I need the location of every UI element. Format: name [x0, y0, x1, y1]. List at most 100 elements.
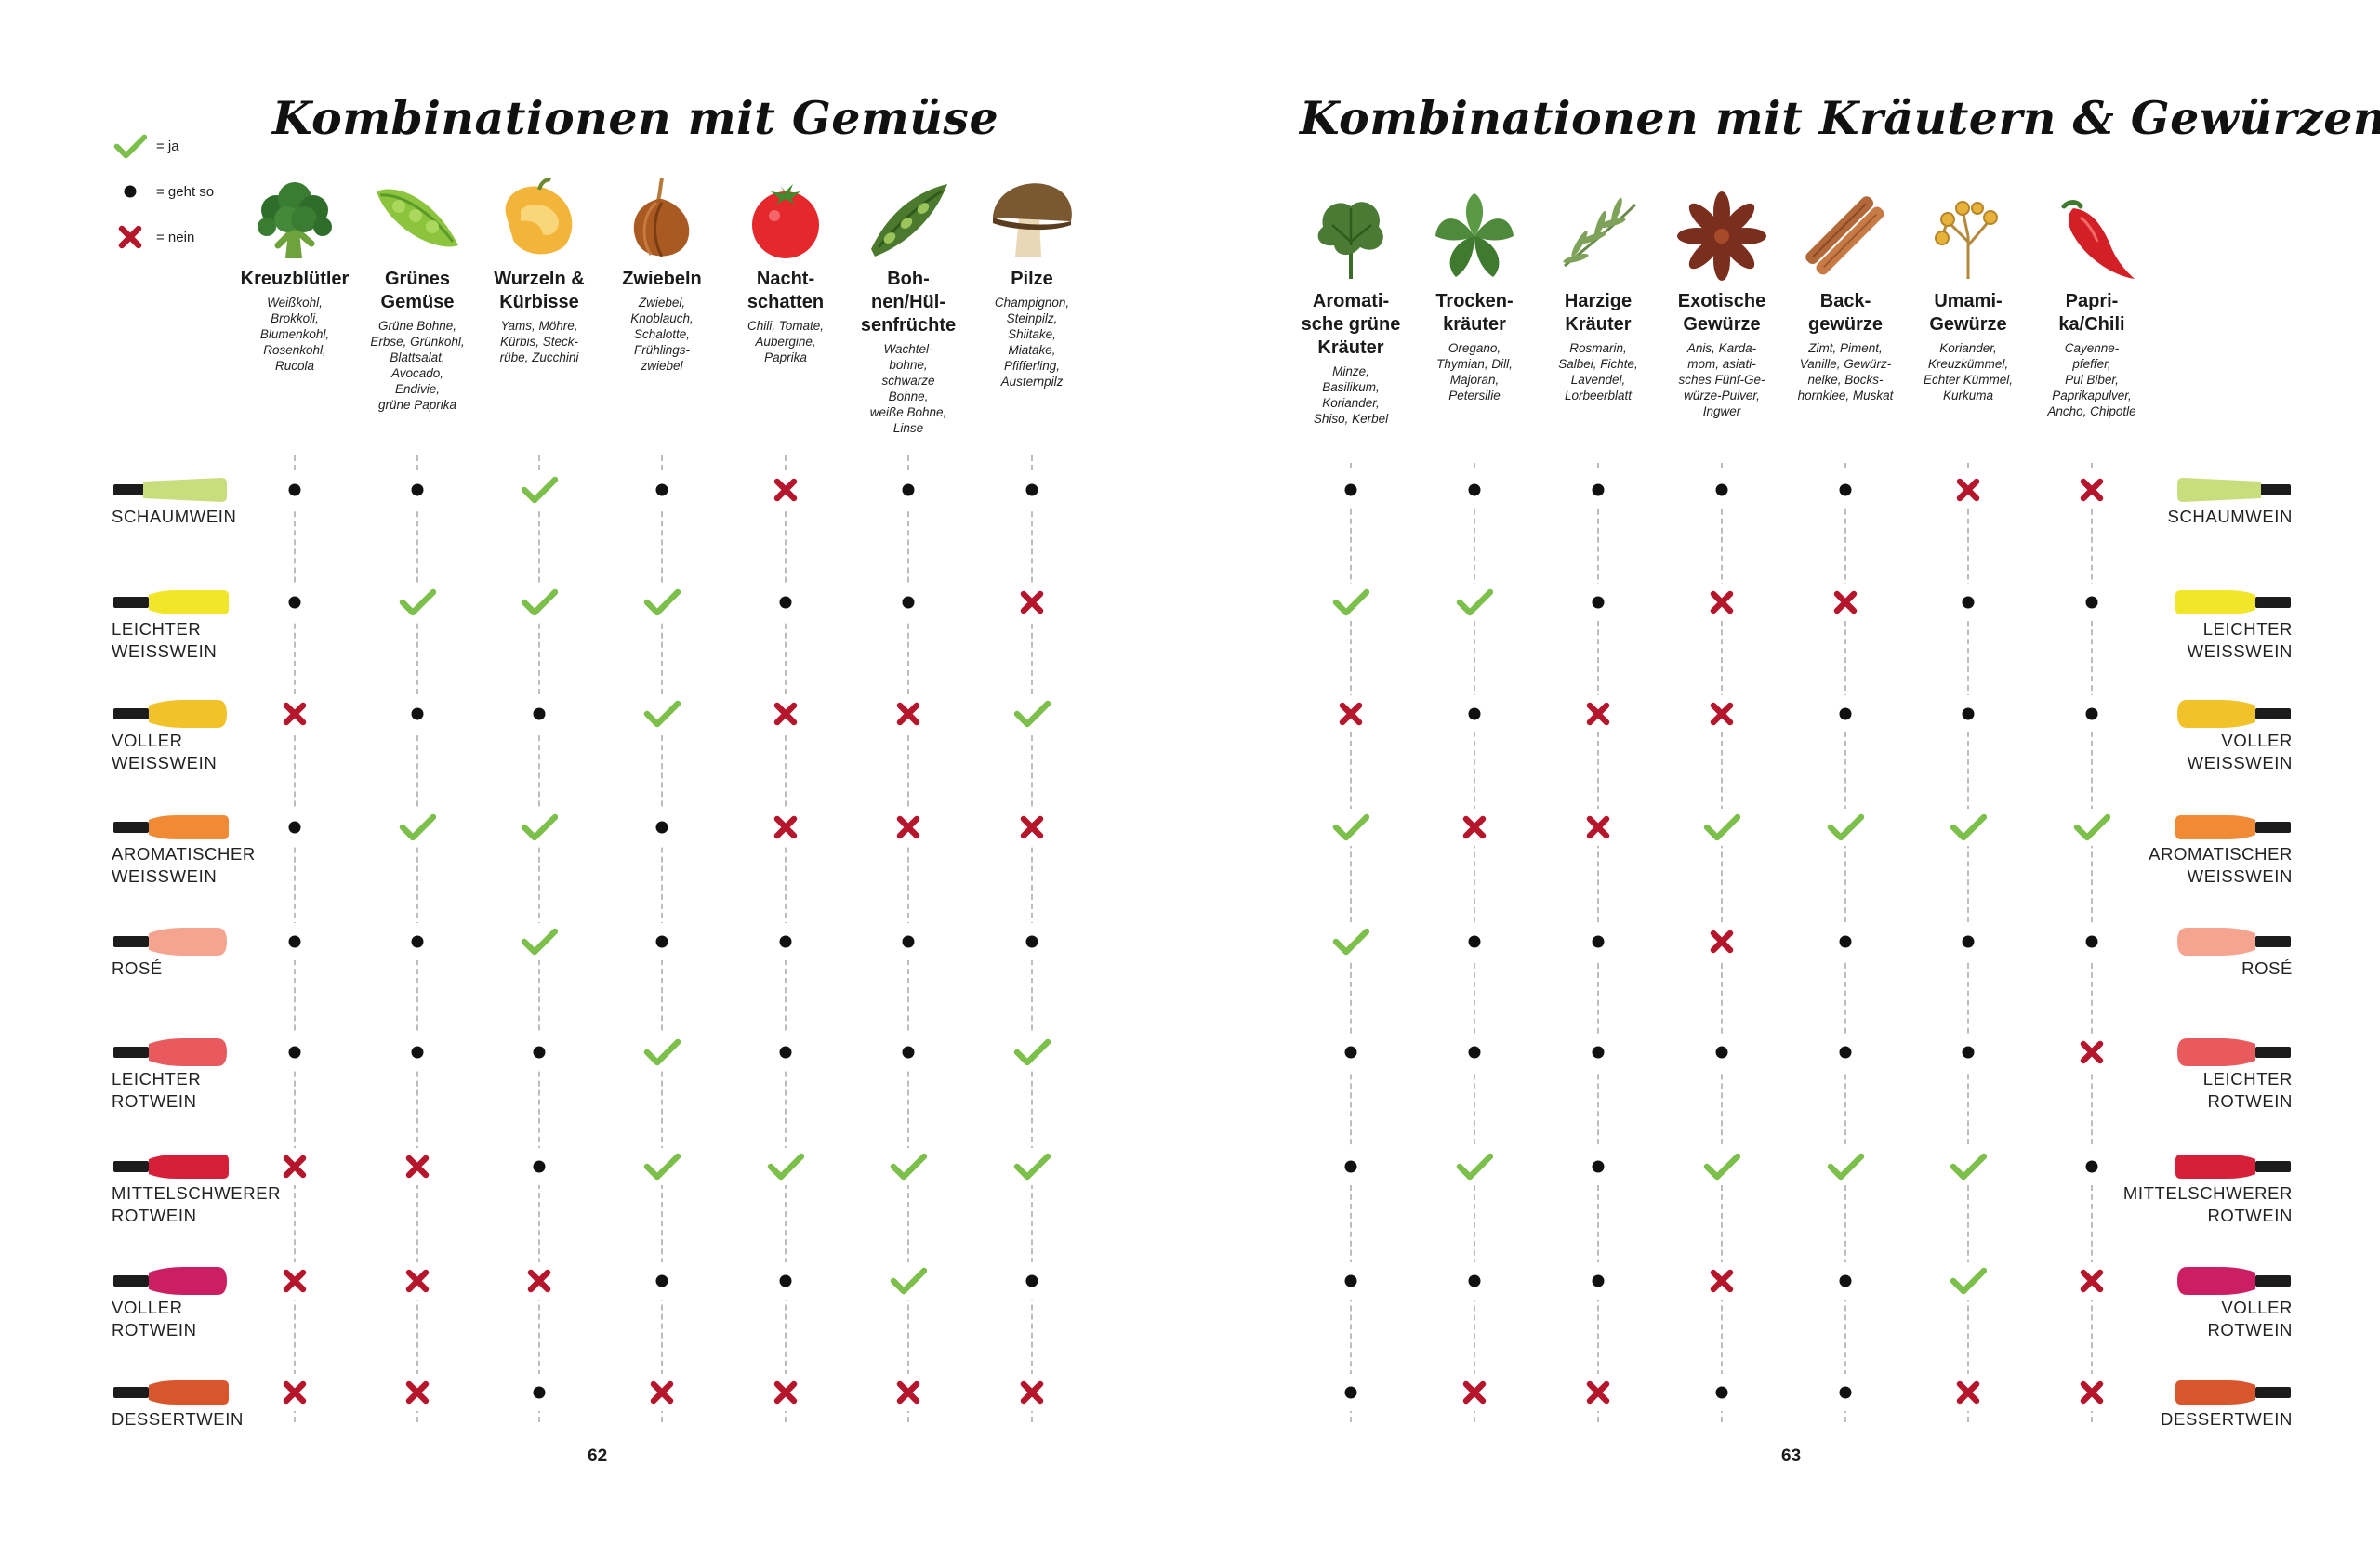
column-name: Grünes Gemüse: [380, 269, 455, 312]
right-rating-dot-icon: [2070, 1148, 2113, 1185]
column-name: Nacht- schatten: [747, 269, 825, 312]
column-description: Weißkohl, Brokkoli, Blumenkohl, Rosenkoh…: [259, 296, 330, 373]
right-rating-dot-icon: [1824, 695, 1867, 732]
left-rating-check-icon: [764, 1148, 807, 1185]
wine-bottle-icon: [2069, 926, 2293, 957]
left-rating-cross-icon: [396, 1262, 439, 1300]
left-rating-check-icon: [396, 809, 439, 846]
left-rating-dot-icon: [764, 1034, 807, 1071]
right-rating-dot-icon: [1453, 695, 1496, 732]
column-description: Koriander, Kreuzkümmel, Echter Kümmel, K…: [1923, 341, 2014, 402]
wine-label: MITTELSCHWERER ROTWEIN: [2122, 1183, 2293, 1225]
wine-bottle-icon: [2069, 1036, 2293, 1068]
cinnamon-icon: [1799, 190, 1892, 283]
wine-label: VOLLER ROTWEIN: [112, 1298, 197, 1339]
right-rating-dot-icon: [1947, 695, 1990, 732]
left-rating-dot-icon: [1011, 1262, 1053, 1300]
right-rating-dot-icon: [1329, 1374, 1372, 1411]
right-column-header-0: Aromati- sche grüne Kräuter Minze, Basili…: [1285, 190, 1417, 427]
right-rating-dot-icon: [1453, 923, 1496, 960]
right-rating-dot-icon: [1947, 923, 1990, 960]
legend-item-cross: = nein: [110, 223, 194, 251]
right-rating-check-icon: [1700, 1148, 1743, 1185]
oregano-leaf-icon: [1428, 190, 1521, 283]
left-column-header-6: Pilze Champignon, Steinpilz, Shiitake, Mi…: [966, 173, 1098, 389]
right-rating-cross-icon: [2070, 1374, 2113, 1411]
left-rating-cross-icon: [273, 1262, 316, 1300]
page-number-left: 62: [588, 1446, 608, 1466]
column-description: Wachtel- bohne, schwarze Bohne, weiße Bo…: [869, 342, 947, 435]
left-column-header-5: Boh- nen/Hül- senfrüchte Wachtel- bohne, …: [842, 173, 974, 436]
right-rating-cross-icon: [2070, 1034, 2113, 1071]
left-rating-dot-icon: [1011, 923, 1053, 960]
wine-bottle-icon: [112, 1036, 231, 1068]
left-rating-dot-icon: [887, 1034, 930, 1071]
column-name: Harzige Kräuter: [1564, 291, 1633, 335]
wine-bottle-icon: [112, 587, 231, 618]
right-rating-dot-icon: [1453, 471, 1496, 508]
column-description: Oregano, Thymian, Dill, Majoran, Petersi…: [1436, 341, 1513, 402]
right-rating-dot-icon: [1700, 1374, 1743, 1411]
right-rating-dot-icon: [2070, 695, 2113, 732]
left-rating-cross-icon: [273, 695, 316, 732]
right-rating-dot-icon: [2070, 923, 2113, 960]
chili-icon: [2045, 190, 2138, 283]
wine-bottle-icon: [2069, 698, 2293, 730]
right-rating-dot-icon: [1577, 471, 1620, 508]
column-description: Grüne Bohne, Erbse, Grünkohl, Blattsalat…: [370, 319, 465, 412]
left-rating-dot-icon: [273, 1034, 316, 1071]
legend-label: = ja: [156, 138, 179, 154]
left-rating-dot-icon: [396, 923, 439, 960]
right-column-header-3: Exotische Gewürze Anis, Karda- mom, asiat…: [1656, 190, 1788, 419]
wine-bottle-icon: [2069, 812, 2293, 843]
right-rating-cross-icon: [2070, 1262, 2113, 1300]
left-column-header-2: Wurzeln & Kürbisse Yams, Möhre, Kürbis, S…: [473, 173, 605, 365]
right-page: Kombinationen mit Kräutern & Gewürzen Ar…: [1190, 0, 2380, 1544]
wine-label: AROMATISCHER WEISSWEIN: [112, 844, 256, 886]
right-wine-1: LEICHTER WEISSWEIN: [2069, 587, 2293, 663]
left-rating-cross-icon: [764, 471, 807, 508]
left-wine-7: VOLLER ROTWEIN: [112, 1265, 231, 1341]
right-rating-dot-icon: [1577, 923, 1620, 960]
right-rating-check-icon: [1947, 1262, 1990, 1300]
wine-label: ROSÉ: [112, 958, 163, 978]
right-rating-check-icon: [1824, 1148, 1867, 1185]
left-rating-check-icon: [1011, 1148, 1053, 1185]
wine-label: LEICHTER ROTWEIN: [112, 1069, 202, 1111]
left-page-title: Kombinationen mit Gemüse: [272, 91, 999, 145]
right-rating-check-icon: [2070, 809, 2113, 846]
bean-pod-icon: [862, 173, 955, 266]
left-rating-check-icon: [396, 584, 439, 621]
right-rating-cross-icon: [1577, 1374, 1620, 1411]
right-rating-dot-icon: [1700, 1034, 1743, 1071]
left-wine-6: MITTELSCHWERER ROTWEIN: [112, 1151, 281, 1227]
right-rating-dot-icon: [1453, 1034, 1496, 1071]
left-rating-dot-icon: [518, 1148, 561, 1185]
right-rating-check-icon: [1329, 809, 1372, 846]
wine-label: SCHAUMWEIN: [112, 507, 237, 526]
left-rating-dot-icon: [887, 584, 930, 621]
column-description: Anis, Karda- mom, asiati- sches Fünf-Ge-…: [1678, 341, 1765, 418]
right-rating-cross-icon: [1700, 695, 1743, 732]
left-wine-5: LEICHTER ROTWEIN: [112, 1036, 231, 1113]
left-rating-check-icon: [641, 1034, 683, 1071]
right-rating-cross-icon: [1947, 471, 1990, 508]
left-rating-dot-icon: [396, 471, 439, 508]
right-rating-dot-icon: [1824, 1262, 1867, 1300]
left-wine-4: ROSÉ: [112, 926, 231, 980]
right-rating-cross-icon: [1577, 695, 1620, 732]
left-rating-cross-icon: [887, 695, 930, 732]
column-description: Cayenne- pfeffer, Pul Biber, Paprikapulv…: [2047, 341, 2136, 418]
wine-bottle-icon: [2069, 587, 2293, 618]
column-description: Chili, Tomate, Aubergine, Paprika: [747, 319, 825, 364]
pea-pod-icon: [371, 173, 464, 266]
left-rating-cross-icon: [764, 809, 807, 846]
right-rating-cross-icon: [1453, 809, 1496, 846]
right-wine-0: SCHAUMWEIN: [2069, 474, 2293, 528]
right-rating-cross-icon: [1824, 584, 1867, 621]
left-rating-dot-icon: [273, 923, 316, 960]
right-wine-8: DESSERTWEIN: [2069, 1377, 2293, 1431]
left-rating-check-icon: [641, 1148, 683, 1185]
right-rating-dot-icon: [1453, 1262, 1496, 1300]
right-rating-dot-icon: [1329, 1148, 1372, 1185]
